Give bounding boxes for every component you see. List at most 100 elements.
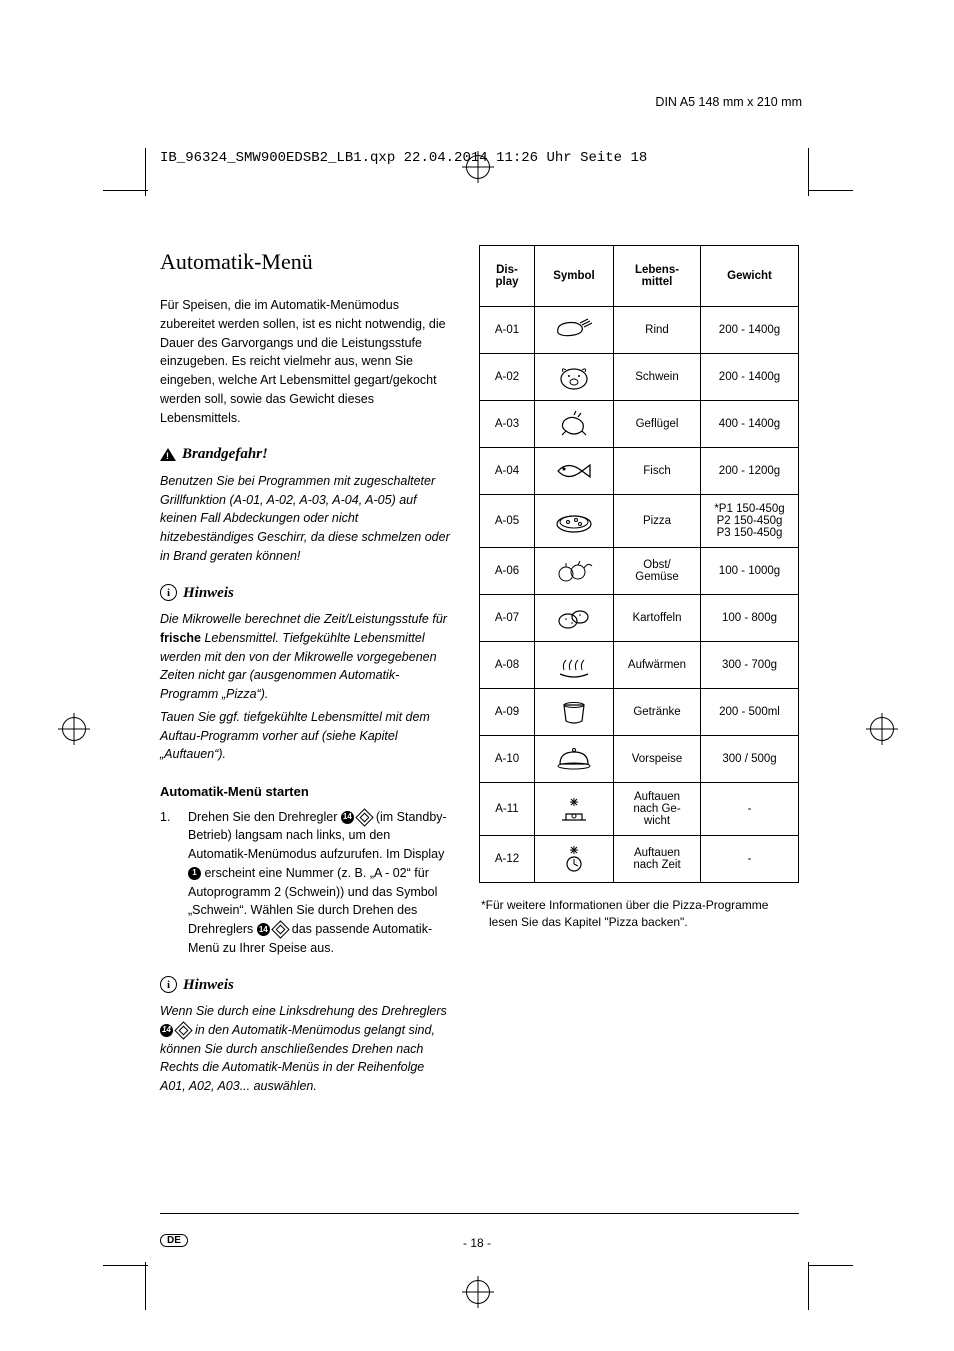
hint2-heading-text: Hinweis: [183, 974, 234, 997]
table-row: A-06 Obst/ Gemüse100 - 1000g: [480, 548, 799, 595]
cell-code: A-05: [480, 495, 535, 548]
diamond-icon: [175, 1021, 193, 1039]
paper-dimension-label: DIN A5 148 mm x 210 mm: [655, 95, 802, 109]
hint1-p2: Tauen Sie ggf. tiefgekühlte Lebensmittel…: [160, 708, 451, 764]
hint2-b: in den Automatik-Menümodus gelangt sind,…: [160, 1023, 435, 1093]
warning-triangle-icon: [160, 448, 176, 461]
info-icon: i: [160, 976, 177, 993]
intro-paragraph: Für Speisen, die im Automatik-Menümodus …: [160, 296, 451, 427]
cell-symbol: [535, 689, 614, 736]
diamond-icon: [272, 921, 290, 939]
step1-a: Drehen Sie den Drehregler: [188, 810, 341, 824]
table-row: A-07 Kartoffeln100 - 800g: [480, 595, 799, 642]
cell-symbol: [535, 642, 614, 689]
start-subheading: Automatik-Menü starten: [160, 782, 451, 802]
cell-symbol: [535, 495, 614, 548]
cell-symbol: [535, 448, 614, 495]
pizza-footnote: *Für weitere Informationen über die Pizz…: [479, 897, 799, 932]
cell-code: A-09: [480, 689, 535, 736]
cell-weight: *P1 150-450g P2 150-450g P3 150-450g: [701, 495, 799, 548]
cell-code: A-07: [480, 595, 535, 642]
table-row: A-02Schwein200 - 1400g: [480, 354, 799, 401]
table-row: A-01 Rind200 - 1400g: [480, 307, 799, 354]
left-column: Automatik-Menü Für Speisen, die im Autom…: [160, 245, 451, 1110]
hint1-p1: Die Mikrowelle berechnet die Zeit/Leistu…: [160, 610, 451, 704]
warning-heading-text: Brandgefahr!: [182, 443, 268, 466]
th-symbol: Symbol: [535, 246, 614, 307]
cell-food: Rind: [614, 307, 701, 354]
source-file-line: IB_96324_SMW900EDSB2_LB1.qxp 22.04.2014 …: [160, 150, 647, 166]
cell-food: Vorspeise: [614, 736, 701, 783]
step-number: 1.: [160, 808, 174, 958]
cell-symbol: [535, 548, 614, 595]
cell-weight: 200 - 1200g: [701, 448, 799, 495]
cell-symbol: [535, 736, 614, 783]
cell-food: Obst/ Gemüse: [614, 548, 701, 595]
step-body: Drehen Sie den Drehregler 14 (im Standby…: [188, 808, 451, 958]
cell-code: A-04: [480, 448, 535, 495]
cell-symbol: [535, 354, 614, 401]
cell-food: Getränke: [614, 689, 701, 736]
cell-code: A-11: [480, 783, 535, 836]
cell-symbol: [535, 836, 614, 883]
cell-food: Auftauen nach Ge- wicht: [614, 783, 701, 836]
cell-weight: 200 - 1400g: [701, 354, 799, 401]
table-row: A-12 Auftauen nach Zeit-: [480, 836, 799, 883]
step-1: 1. Drehen Sie den Drehregler 14 (im Stan…: [160, 808, 451, 958]
cell-code: A-08: [480, 642, 535, 689]
hint2-a: Wenn Sie durch eine Linksdrehung des Dre…: [160, 1004, 447, 1018]
th-weight: Gewicht: [701, 246, 799, 307]
hint1-p1c: Lebensmittel. Tiefgekühlte Lebensmittel …: [160, 631, 437, 701]
cell-weight: -: [701, 836, 799, 883]
warning-heading: Brandgefahr!: [160, 443, 451, 466]
hint2-heading: i Hinweis: [160, 974, 451, 997]
footer-rule: [160, 1213, 799, 1214]
info-icon: i: [160, 584, 177, 601]
ref-14-icon: 14: [257, 923, 270, 936]
automatic-menu-table: Dis- play Symbol Lebens- mittel Gewicht …: [479, 245, 799, 883]
table-row: A-08 Aufwärmen300 - 700g: [480, 642, 799, 689]
cell-code: A-12: [480, 836, 535, 883]
hint1-heading: i Hinweis: [160, 582, 451, 605]
cell-symbol: [535, 401, 614, 448]
cell-weight: 100 - 800g: [701, 595, 799, 642]
cell-food: Auftauen nach Zeit: [614, 836, 701, 883]
cell-code: A-06: [480, 548, 535, 595]
table-row: A-03Geflügel400 - 1400g: [480, 401, 799, 448]
table-row: A-09 Getränke200 - 500ml: [480, 689, 799, 736]
cell-symbol: [535, 783, 614, 836]
cell-weight: 400 - 1400g: [701, 401, 799, 448]
cell-symbol: [535, 595, 614, 642]
th-display: Dis- play: [480, 246, 535, 307]
cell-weight: 300 - 700g: [701, 642, 799, 689]
cell-weight: 200 - 500ml: [701, 689, 799, 736]
cell-symbol: [535, 307, 614, 354]
ref-1-icon: 1: [188, 867, 201, 880]
th-food: Lebens- mittel: [614, 246, 701, 307]
table-row: A-04 Fisch200 - 1200g: [480, 448, 799, 495]
warning-body: Benutzen Sie bei Programmen mit zugescha…: [160, 472, 451, 566]
cell-weight: 300 / 500g: [701, 736, 799, 783]
hint1-p1b: frische: [160, 631, 201, 645]
cell-weight: -: [701, 783, 799, 836]
diamond-icon: [356, 808, 374, 826]
hint1-heading-text: Hinweis: [183, 582, 234, 605]
cell-weight: 100 - 1000g: [701, 548, 799, 595]
cell-code: A-10: [480, 736, 535, 783]
hint1-p1a: Die Mikrowelle berechnet die Zeit/Leistu…: [160, 612, 447, 626]
right-column: Dis- play Symbol Lebens- mittel Gewicht …: [479, 245, 799, 1110]
cell-food: Aufwärmen: [614, 642, 701, 689]
cell-weight: 200 - 1400g: [701, 307, 799, 354]
cell-code: A-01: [480, 307, 535, 354]
table-row: A-05 Pizza*P1 150-450g P2 150-450g P3 150…: [480, 495, 799, 548]
section-title: Automatik-Menü: [160, 245, 451, 278]
cell-food: Kartoffeln: [614, 595, 701, 642]
ref-14-icon: 14: [341, 811, 354, 824]
ref-14-icon: 14: [160, 1024, 173, 1037]
cell-code: A-02: [480, 354, 535, 401]
table-row: A-11 Auftauen nach Ge- wicht-: [480, 783, 799, 836]
cell-food: Fisch: [614, 448, 701, 495]
cell-food: Pizza: [614, 495, 701, 548]
page-number: - 18 -: [0, 1236, 954, 1250]
cell-code: A-03: [480, 401, 535, 448]
